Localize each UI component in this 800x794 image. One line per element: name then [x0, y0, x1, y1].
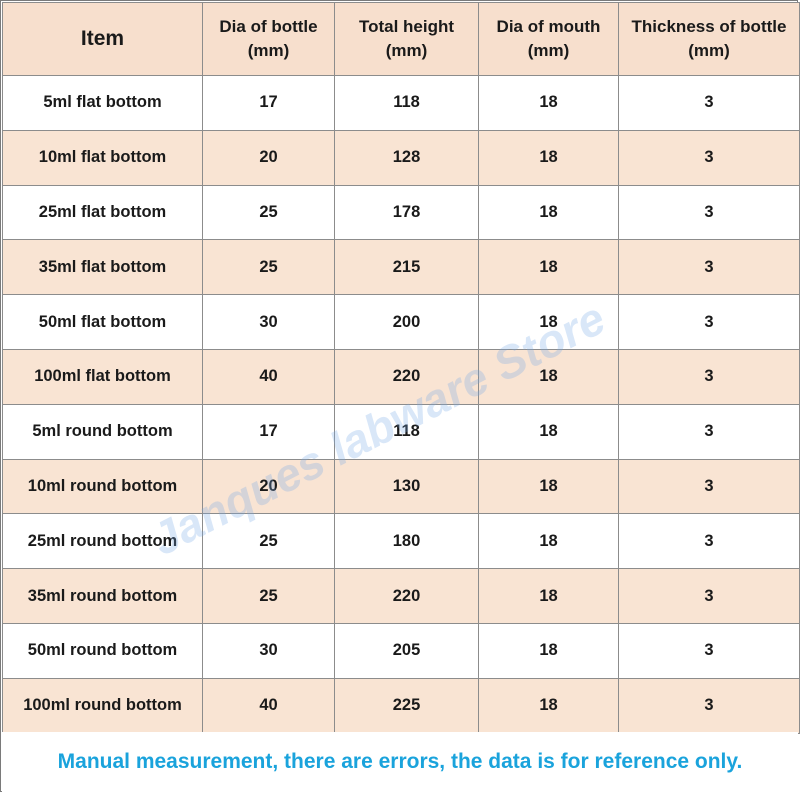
item-cell: 100ml round bottom	[2, 677, 203, 734]
column-header-unit: (mm)	[527, 41, 570, 60]
thickness-cell: 3	[618, 348, 800, 405]
table-header-row: Item Dia of bottle (mm) Total height (mm…	[2, 2, 800, 76]
item-cell: 50ml round bottom	[2, 622, 203, 679]
bottle-diameter-cell: 25	[202, 568, 335, 624]
mouth-diameter-cell: 18	[478, 458, 619, 515]
column-header-unit: (mm)	[688, 41, 730, 60]
thickness-cell: 3	[618, 622, 800, 679]
bottle-diameter-cell: 25	[202, 184, 335, 241]
table-row: 10ml flat bottom 20 128 18 3	[2, 129, 800, 186]
thickness-cell: 3	[618, 458, 800, 515]
total-height-cell: 200	[334, 294, 479, 350]
mouth-diameter-cell: 18	[478, 239, 619, 296]
column-header-bottle-diameter: Dia of bottle (mm)	[202, 2, 335, 76]
item-cell: 50ml flat bottom	[2, 294, 203, 350]
mouth-diameter-cell: 18	[478, 677, 619, 734]
mouth-diameter-cell: 18	[478, 184, 619, 241]
item-cell: 25ml round bottom	[2, 513, 203, 570]
column-header-mouth-diameter: Dia of mouth (mm)	[478, 2, 619, 76]
table-row: 100ml flat bottom 40 220 18 3	[2, 348, 800, 405]
table-row: 5ml flat bottom 17 118 18 3	[2, 75, 800, 131]
thickness-cell: 3	[618, 129, 800, 186]
column-header-label: Item	[80, 27, 125, 50]
column-header-label: Dia of mouth	[496, 17, 601, 36]
thickness-cell: 3	[618, 403, 800, 460]
bottle-diameter-cell: 17	[202, 75, 335, 131]
item-cell: 35ml flat bottom	[2, 239, 203, 296]
bottle-diameter-cell: 30	[202, 622, 335, 679]
bottle-diameter-cell: 17	[202, 403, 335, 460]
column-header-label: Thickness of bottle	[631, 17, 787, 36]
column-header-unit: (mm)	[385, 41, 428, 60]
thickness-cell: 3	[618, 184, 800, 241]
column-header-label: Dia of bottle	[219, 17, 318, 36]
thickness-cell: 3	[618, 513, 800, 570]
thickness-cell: 3	[618, 75, 800, 131]
thickness-cell: 3	[618, 294, 800, 350]
column-header-item: Item	[2, 2, 203, 76]
table-row: 5ml round bottom 17 118 18 3	[2, 403, 800, 460]
total-height-cell: 225	[334, 677, 479, 734]
column-header-thickness: Thickness of bottle (mm)	[618, 2, 800, 76]
item-cell: 5ml round bottom	[2, 403, 203, 460]
total-height-cell: 220	[334, 348, 479, 405]
mouth-diameter-cell: 18	[478, 75, 619, 131]
bottle-diameter-cell: 20	[202, 129, 335, 186]
bottle-diameter-cell: 30	[202, 294, 335, 350]
mouth-diameter-cell: 18	[478, 513, 619, 570]
item-cell: 5ml flat bottom	[2, 75, 203, 131]
total-height-cell: 205	[334, 622, 479, 679]
total-height-cell: 118	[334, 75, 479, 131]
total-height-cell: 118	[334, 403, 479, 460]
bottle-diameter-cell: 25	[202, 239, 335, 296]
item-cell: 25ml flat bottom	[2, 184, 203, 241]
bottle-diameter-cell: 20	[202, 458, 335, 515]
total-height-cell: 220	[334, 568, 479, 624]
thickness-cell: 3	[618, 568, 800, 624]
bottle-diameter-cell: 40	[202, 677, 335, 734]
mouth-diameter-cell: 18	[478, 294, 619, 350]
item-cell: 35ml round bottom	[2, 568, 203, 624]
table-row: 35ml round bottom 25 220 18 3	[2, 568, 800, 624]
table-row: 35ml flat bottom 25 215 18 3	[2, 239, 800, 296]
thickness-cell: 3	[618, 677, 800, 734]
mouth-diameter-cell: 18	[478, 568, 619, 624]
bottle-diameter-cell: 25	[202, 513, 335, 570]
total-height-cell: 215	[334, 239, 479, 296]
table-row: 25ml flat bottom 25 178 18 3	[2, 184, 800, 241]
item-cell: 100ml flat bottom	[2, 348, 203, 405]
bottle-diameter-cell: 40	[202, 348, 335, 405]
measurement-disclaimer: Manual measurement, there are errors, th…	[2, 732, 798, 792]
mouth-diameter-cell: 18	[478, 622, 619, 679]
table-row: 50ml flat bottom 30 200 18 3	[2, 294, 800, 350]
mouth-diameter-cell: 18	[478, 129, 619, 186]
bottle-spec-table: Item Dia of bottle (mm) Total height (mm…	[2, 2, 800, 734]
mouth-diameter-cell: 18	[478, 348, 619, 405]
item-cell: 10ml round bottom	[2, 458, 203, 515]
item-cell: 10ml flat bottom	[2, 129, 203, 186]
total-height-cell: 180	[334, 513, 479, 570]
total-height-cell: 130	[334, 458, 479, 515]
thickness-cell: 3	[618, 239, 800, 296]
total-height-cell: 128	[334, 129, 479, 186]
table-row: 25ml round bottom 25 180 18 3	[2, 513, 800, 570]
column-header-label: Total height	[358, 17, 455, 36]
table-row: 10ml round bottom 20 130 18 3	[2, 458, 800, 515]
mouth-diameter-cell: 18	[478, 403, 619, 460]
column-header-unit: (mm)	[247, 41, 290, 60]
table-row: 100ml round bottom 40 225 18 3	[2, 677, 800, 734]
table-row: 50ml round bottom 30 205 18 3	[2, 622, 800, 679]
total-height-cell: 178	[334, 184, 479, 241]
column-header-total-height: Total height (mm)	[334, 2, 479, 76]
